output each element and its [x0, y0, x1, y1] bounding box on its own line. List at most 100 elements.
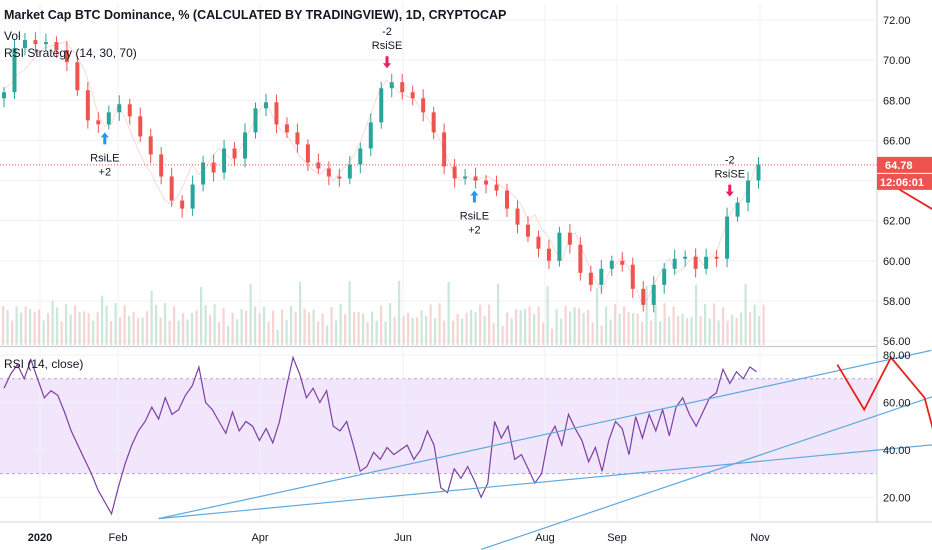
- volume-bar: [560, 318, 563, 345]
- volume-bar: [452, 320, 455, 345]
- volume-bar: [56, 307, 59, 345]
- volume-bar: [42, 320, 45, 345]
- volume-bar: [236, 319, 239, 345]
- volume-bar: [470, 309, 473, 345]
- candle-body: [12, 48, 17, 93]
- rsi-trendline[interactable]: [158, 440, 932, 520]
- volume-bar: [119, 317, 122, 345]
- candle-body: [735, 202, 740, 217]
- volume-bar: [722, 307, 725, 345]
- strategy-legend: RSI Strategy (14, 30, 70): [4, 46, 137, 60]
- rsi-projection-path[interactable]: [836, 355, 932, 474]
- volume-bar: [29, 308, 32, 345]
- volume-bar: [321, 313, 324, 345]
- volume-bar: [182, 313, 185, 345]
- volume-bar: [762, 304, 765, 345]
- candle-body: [127, 104, 132, 117]
- volume-bar: [317, 321, 320, 345]
- countdown-text: 12:06:01: [880, 177, 924, 189]
- candle-body: [190, 184, 195, 209]
- volume-bar: [191, 313, 194, 345]
- volume-bar: [299, 281, 302, 345]
- signal-name: RsiLE: [90, 152, 119, 164]
- candle-body: [326, 168, 331, 177]
- volume-bar: [20, 312, 23, 345]
- volume-bar: [411, 317, 414, 345]
- candle-body: [662, 268, 667, 285]
- volume-bar: [92, 320, 95, 345]
- volume-bar: [150, 290, 153, 345]
- volume-bar: [74, 305, 77, 345]
- volume-bar: [573, 307, 576, 345]
- volume-bar: [465, 312, 468, 345]
- volume-bar: [290, 306, 293, 345]
- price-tick-label: 70.00: [883, 55, 911, 67]
- volume-bar: [704, 304, 707, 345]
- price-tick-label: 72.00: [883, 15, 911, 27]
- signal-name: RsiSE: [372, 40, 403, 52]
- volume-bar: [15, 306, 18, 345]
- long-signal-arrow-icon: [470, 190, 479, 203]
- rsi-trendline[interactable]: [480, 381, 932, 550]
- volume-bar: [609, 319, 612, 345]
- volume-bar: [740, 312, 743, 345]
- volume-bar: [672, 306, 675, 345]
- volume-bar: [78, 311, 81, 345]
- candle-body: [651, 284, 656, 305]
- volume-bar: [623, 306, 626, 345]
- candle-body: [274, 102, 279, 125]
- candle-body: [641, 288, 646, 305]
- volume-bar: [618, 313, 621, 345]
- candle-body: [463, 176, 468, 179]
- volume-bar: [600, 325, 603, 345]
- volume-bar: [330, 307, 333, 345]
- candle-body: [201, 162, 206, 185]
- volume-bar: [281, 309, 284, 345]
- volume-bar: [339, 304, 342, 345]
- volume-bar: [641, 321, 644, 345]
- volume-bar: [483, 315, 486, 345]
- volume-bar: [686, 318, 689, 345]
- volume-bar: [596, 287, 599, 345]
- candle-body: [588, 272, 593, 285]
- volume-bar: [177, 320, 180, 345]
- candle-body: [169, 176, 174, 201]
- candle-body: [546, 248, 551, 261]
- volume-bar: [731, 314, 734, 345]
- volume-bar: [416, 317, 419, 345]
- price-tick-label: 56.00: [883, 336, 911, 348]
- volume-bar: [24, 306, 27, 345]
- volume-bar: [218, 322, 221, 345]
- candle-body: [630, 264, 635, 289]
- axis-layer: 72.0070.0068.0066.0064.0062.0060.0058.00…: [28, 15, 932, 544]
- close-series-line: [3, 41, 757, 306]
- signal-qty: +2: [99, 166, 112, 178]
- volume-bar: [366, 321, 369, 345]
- volume-bar: [645, 285, 648, 345]
- volume-bar: [83, 311, 86, 345]
- price-projection-line[interactable]: [890, 183, 932, 229]
- volume-bar: [222, 308, 225, 345]
- rsi-trendline[interactable]: [158, 349, 932, 520]
- candle-body: [452, 166, 457, 179]
- volume-bar: [263, 306, 266, 345]
- volume-bar: [168, 320, 171, 345]
- volume-bar: [654, 304, 657, 345]
- volume-bar: [155, 304, 158, 345]
- candle-body: [609, 260, 614, 269]
- volume-bar: [443, 320, 446, 345]
- volume-bar: [492, 323, 495, 345]
- volume-bar: [479, 304, 482, 345]
- chart-title: Market Cap BTC Dominance, % (CALCULATED …: [4, 8, 507, 22]
- volume-bar: [393, 316, 396, 345]
- volume-bar: [357, 312, 360, 345]
- volume-bar: [546, 286, 549, 345]
- candle-body: [379, 88, 384, 123]
- volume-bar: [524, 309, 527, 345]
- signal-qty: +2: [468, 225, 481, 237]
- candle-body: [43, 42, 48, 45]
- trendline-layer[interactable]: [158, 183, 932, 550]
- long-signal-arrow-icon: [100, 132, 109, 145]
- volume-bar: [159, 317, 162, 345]
- volume-bar: [303, 308, 306, 345]
